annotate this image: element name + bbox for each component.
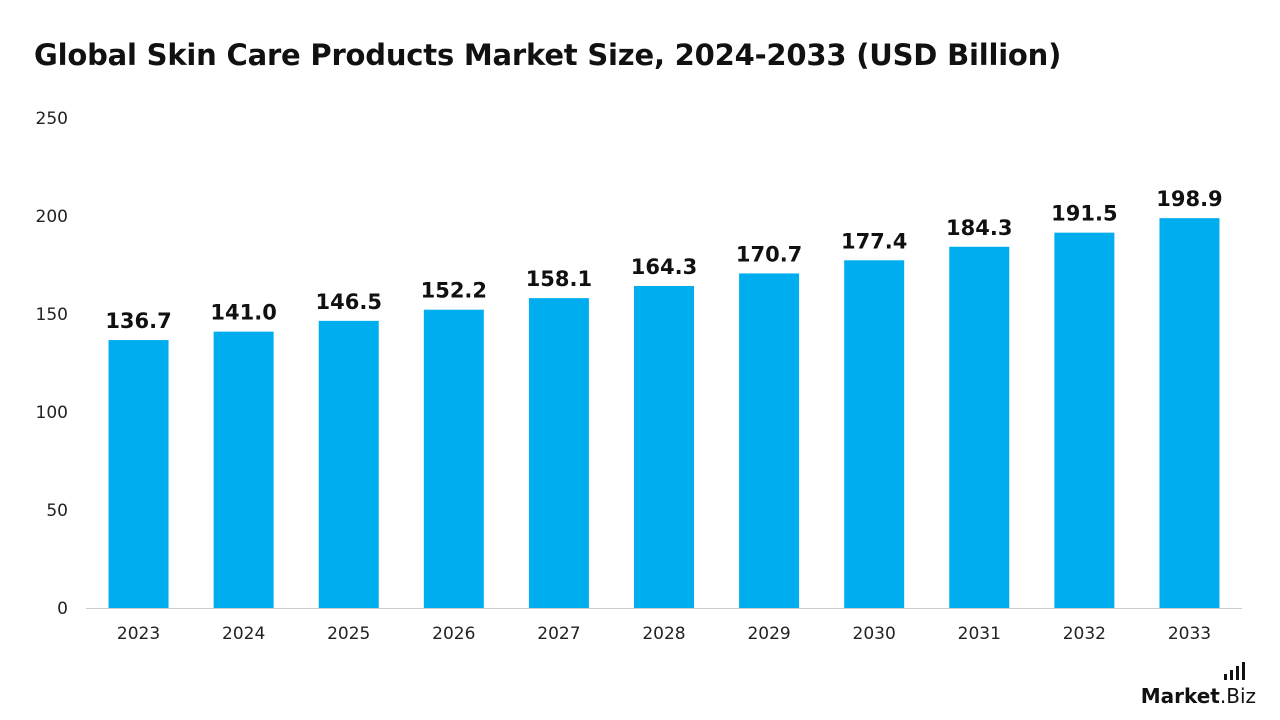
x-tick-label: 2028 xyxy=(642,624,685,644)
bar xyxy=(528,298,589,608)
x-tick-label: 2024 xyxy=(222,624,265,644)
bar xyxy=(1054,232,1115,608)
data-label: 164.3 xyxy=(631,255,697,279)
data-label: 191.5 xyxy=(1051,202,1117,226)
bar xyxy=(844,260,905,608)
data-label: 136.7 xyxy=(105,309,171,333)
brand-name-suffix: .Biz xyxy=(1219,684,1256,708)
bar xyxy=(739,273,800,608)
x-tick-label: 2026 xyxy=(432,624,475,644)
y-tick-label: 150 xyxy=(36,305,68,325)
x-axis-ticks: 2023 2024 2025 2026 2027 2028 2029 2030 2031 2032… xyxy=(117,624,1211,644)
y-tick-label: 200 xyxy=(36,207,68,227)
x-tick-label: 2023 xyxy=(117,624,160,644)
y-tick-label: 50 xyxy=(46,501,68,521)
data-label: 184.3 xyxy=(946,216,1012,240)
value-labels-group: 136.7 141.0 146.5 152.2 158.1 164.3 170.7 177.4… xyxy=(105,187,1222,333)
x-tick-label: 2025 xyxy=(327,624,370,644)
x-tick-label: 2027 xyxy=(537,624,580,644)
bar xyxy=(1159,218,1220,608)
y-tick-label: 250 xyxy=(36,109,68,129)
data-label: 170.7 xyxy=(736,242,802,266)
x-tick-label: 2033 xyxy=(1168,624,1211,644)
bars-group xyxy=(108,218,1220,608)
brand-logo: Market .Biz xyxy=(1140,662,1256,708)
data-label: 198.9 xyxy=(1156,187,1222,211)
signal-bars-icon xyxy=(1224,662,1245,680)
bar xyxy=(318,320,379,608)
data-label: 152.2 xyxy=(421,279,487,303)
chart-title: Global Skin Care Products Market Size, 2… xyxy=(34,38,1062,72)
bar xyxy=(949,246,1010,608)
brand-name: Market xyxy=(1140,684,1220,708)
y-tick-label: 0 xyxy=(57,599,68,619)
data-label: 141.0 xyxy=(210,301,276,325)
x-tick-label: 2032 xyxy=(1063,624,1106,644)
bar xyxy=(423,309,484,608)
bar xyxy=(213,331,274,608)
x-tick-label: 2030 xyxy=(853,624,896,644)
bar xyxy=(634,285,694,608)
y-tick-label: 100 xyxy=(36,403,68,423)
x-tick-label: 2029 xyxy=(747,624,790,644)
x-tick-label: 2031 xyxy=(958,624,1001,644)
data-label: 177.4 xyxy=(841,229,907,253)
bar xyxy=(108,340,169,608)
data-label: 158.1 xyxy=(526,267,592,291)
y-axis-ticks: 0 50 100 150 200 250 xyxy=(36,109,68,619)
data-label: 146.5 xyxy=(316,290,382,314)
